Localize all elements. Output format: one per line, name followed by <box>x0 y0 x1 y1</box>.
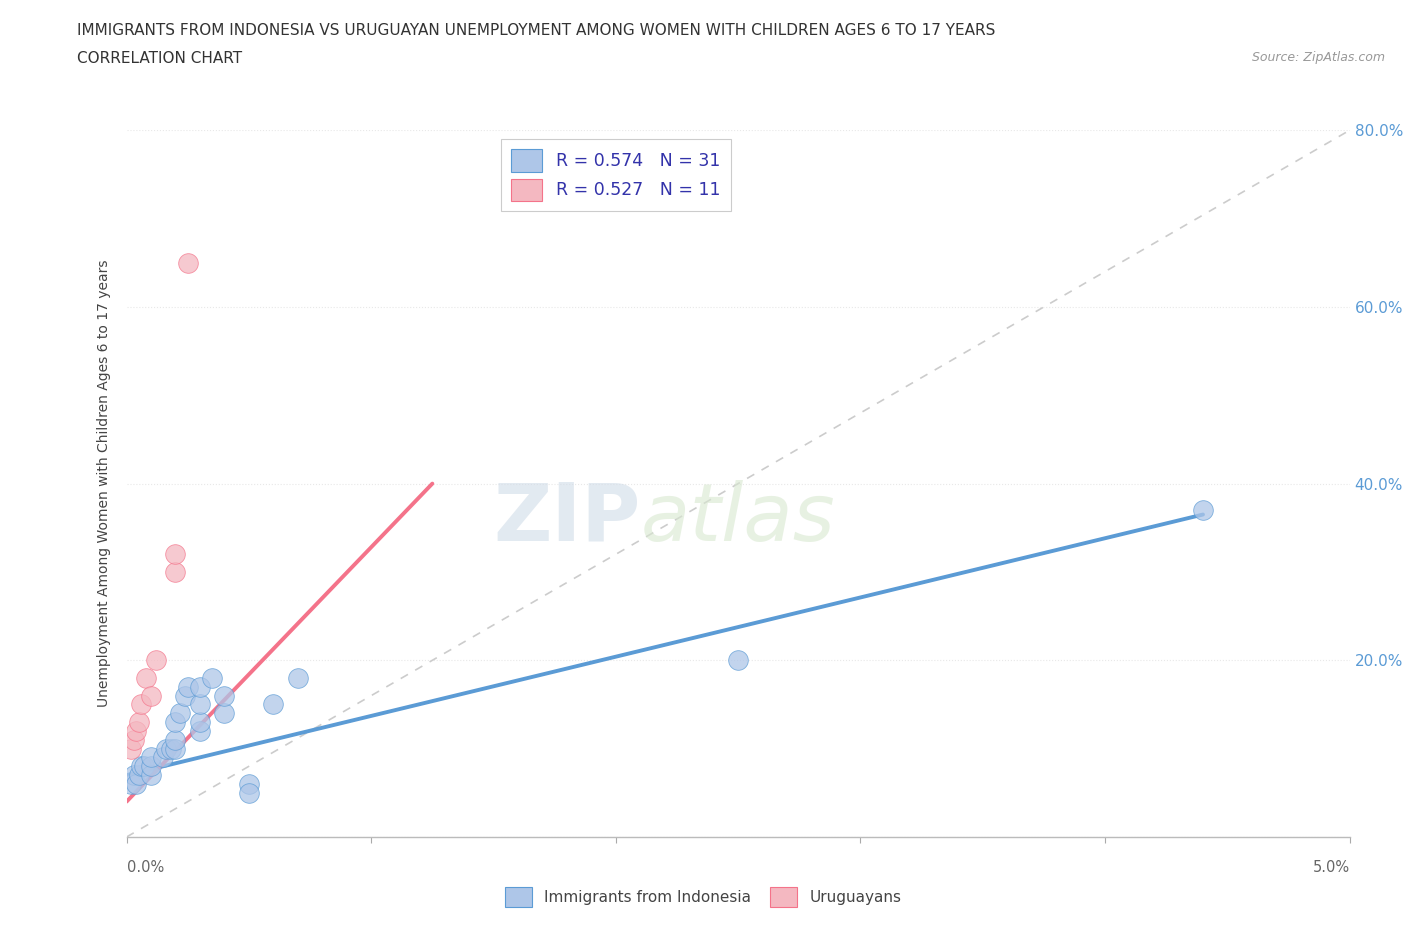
Point <box>129 698 152 712</box>
Point <box>125 724 148 738</box>
Point <box>177 256 200 271</box>
Point <box>238 777 260 791</box>
Point <box>165 714 187 729</box>
Point <box>169 706 191 721</box>
Point <box>177 679 200 694</box>
Point <box>122 768 145 783</box>
Point <box>188 698 211 712</box>
Point <box>287 671 309 685</box>
Point <box>165 565 187 579</box>
Point <box>139 768 162 783</box>
Point <box>139 750 162 764</box>
Point <box>159 741 181 756</box>
Point <box>152 750 174 764</box>
Point <box>139 759 162 774</box>
Point <box>128 714 150 729</box>
Point <box>165 733 187 748</box>
Legend: R = 0.574   N = 31, R = 0.527   N = 11: R = 0.574 N = 31, R = 0.527 N = 11 <box>501 139 731 211</box>
Text: Source: ZipAtlas.com: Source: ZipAtlas.com <box>1251 51 1385 64</box>
Point <box>165 547 187 562</box>
Point <box>135 671 157 685</box>
Point <box>128 768 150 783</box>
Point <box>120 741 142 756</box>
Point <box>238 785 260 800</box>
Point <box>122 733 145 748</box>
Text: 5.0%: 5.0% <box>1313 860 1350 875</box>
Point <box>139 688 162 703</box>
Text: atlas: atlas <box>640 480 835 558</box>
Point <box>262 698 284 712</box>
Point <box>125 777 148 791</box>
Point <box>120 777 142 791</box>
Text: IMMIGRANTS FROM INDONESIA VS URUGUAYAN UNEMPLOYMENT AMONG WOMEN WITH CHILDREN AG: IMMIGRANTS FROM INDONESIA VS URUGUAYAN U… <box>77 23 995 38</box>
Y-axis label: Unemployment Among Women with Children Ages 6 to 17 years: Unemployment Among Women with Children A… <box>97 259 111 708</box>
Point <box>174 688 197 703</box>
Point <box>155 741 177 756</box>
Point <box>188 714 211 729</box>
Point <box>727 653 749 668</box>
Point <box>214 688 236 703</box>
Point <box>132 759 155 774</box>
Point <box>188 724 211 738</box>
Text: CORRELATION CHART: CORRELATION CHART <box>77 51 242 66</box>
Point <box>201 671 224 685</box>
Text: ZIP: ZIP <box>494 480 640 558</box>
Legend: Immigrants from Indonesia, Uruguayans: Immigrants from Indonesia, Uruguayans <box>499 882 907 913</box>
Point <box>129 759 152 774</box>
Text: 0.0%: 0.0% <box>127 860 163 875</box>
Point <box>188 679 211 694</box>
Point <box>1192 503 1215 518</box>
Point <box>165 741 187 756</box>
Point <box>145 653 167 668</box>
Point <box>214 706 236 721</box>
